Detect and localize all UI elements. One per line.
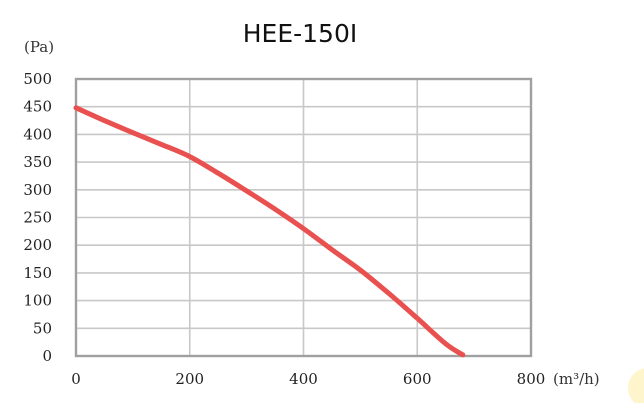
x-tick-label: 400	[289, 370, 318, 388]
x-tick-label: 200	[175, 370, 204, 388]
x-axis-unit-label: (m³/h)	[553, 370, 600, 388]
x-tick-label: 600	[403, 370, 432, 388]
y-tick-labels: 0 50 100 150 200 250 300 350 400 450 500	[23, 70, 52, 365]
y-tick-label: 350	[23, 153, 52, 171]
x-tick-label: 800	[517, 370, 546, 388]
y-tick-label: 50	[33, 319, 52, 337]
y-tick-label: 300	[23, 181, 52, 199]
series-layer	[73, 105, 466, 358]
series-line	[73, 105, 466, 358]
y-tick-label: 0	[42, 347, 52, 365]
y-tick-label: 150	[23, 264, 52, 282]
y-tick-label: 200	[23, 236, 52, 254]
y-axis-unit-label: (Pa)	[24, 38, 54, 56]
y-tick-label: 500	[23, 70, 52, 88]
y-tick-label: 450	[23, 98, 52, 116]
x-tick-label: 0	[71, 370, 81, 388]
plot-frame	[74, 77, 533, 358]
gridlines	[75, 78, 532, 357]
corner-glow	[628, 368, 644, 403]
x-tick-labels: 0 200 400 600 800	[71, 370, 545, 388]
y-tick-label: 100	[23, 292, 52, 310]
chart-title: HEE-150I	[243, 19, 358, 48]
y-tick-label: 400	[23, 125, 52, 143]
y-tick-label: 250	[23, 209, 52, 227]
